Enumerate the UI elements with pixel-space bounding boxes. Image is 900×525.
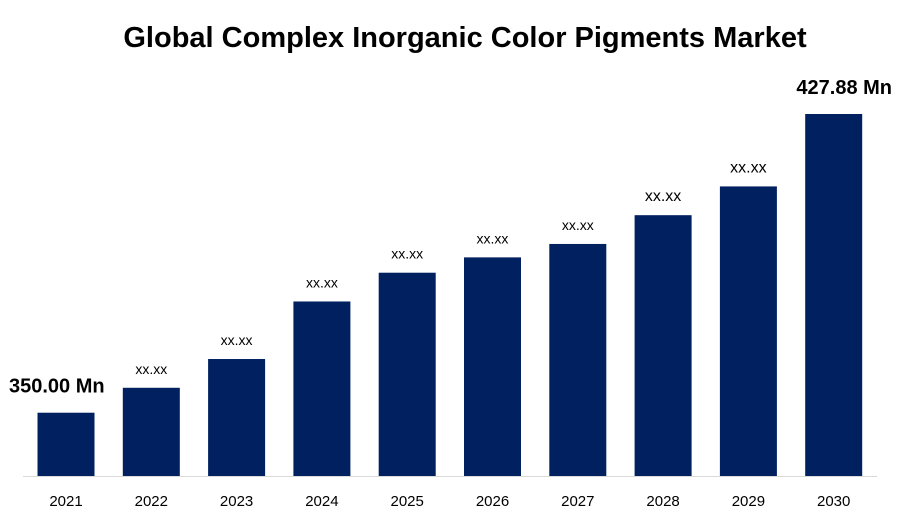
bar-2024: [293, 301, 351, 476]
x-tick-label-2027: 2027: [561, 493, 594, 510]
x-tick-label-2029: 2029: [732, 493, 765, 510]
bars-group: [37, 114, 863, 476]
data-labels-group: 350.00 Mn xx.xx xx.xx xx.xx xx.xx xx.xx xx.xx x…: [9, 77, 892, 398]
bar-2030: [805, 114, 863, 476]
bar-2021: [37, 412, 95, 476]
bar-2023: [208, 359, 266, 476]
bar-2028: [634, 215, 692, 476]
x-tick-label-2025: 2025: [391, 493, 424, 510]
data-label-2023: xx.xx: [221, 332, 253, 348]
data-label-2022: xx.xx: [135, 361, 167, 377]
x-tick-label-2022: 2022: [135, 493, 168, 510]
x-tick-label-2028: 2028: [646, 493, 679, 510]
x-tick-label-2024: 2024: [305, 493, 338, 510]
bar-2025: [378, 272, 436, 476]
bar-2027: [549, 243, 607, 476]
x-tick-labels-group: 2021 2022 2023 2024 2025 2026 2027 2028 2029 2030: [49, 493, 850, 510]
data-label-2027: xx.xx: [562, 217, 594, 233]
data-label-2029: xx.xx: [730, 159, 766, 176]
data-label-2028: xx.xx: [645, 188, 681, 205]
data-label-2025: xx.xx: [391, 246, 423, 262]
x-tick-label-2026: 2026: [476, 493, 509, 510]
x-tick-label-2030: 2030: [817, 493, 850, 510]
data-label-2026: xx.xx: [477, 230, 509, 246]
bar-2029: [719, 186, 777, 476]
chart-title: Global Complex Inorganic Color Pigments …: [123, 22, 807, 54]
x-tick-label-2021: 2021: [49, 493, 82, 510]
data-label-2021: 350.00 Mn: [9, 376, 105, 398]
bar-2026: [464, 257, 521, 476]
data-label-2030: 427.88 Mn: [796, 77, 892, 99]
x-tick-label-2023: 2023: [220, 493, 253, 510]
bar-2022: [122, 387, 180, 476]
data-label-2024: xx.xx: [306, 274, 338, 290]
